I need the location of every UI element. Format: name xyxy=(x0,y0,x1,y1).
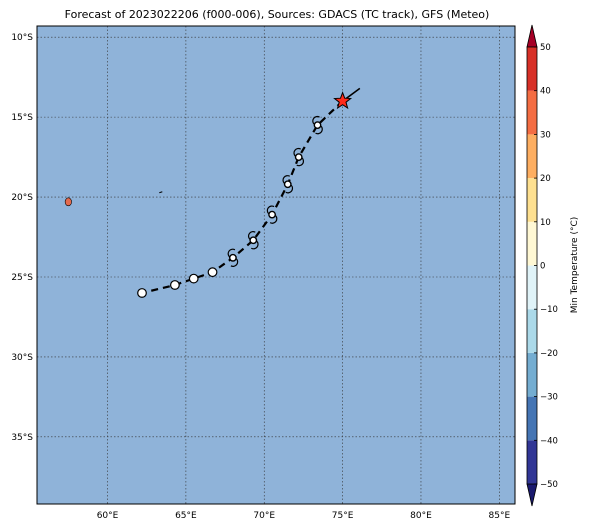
map-title: Forecast of 2023022206 (f000-006), Sourc… xyxy=(65,8,490,21)
latitude-tick-label: 10°S xyxy=(11,33,33,43)
islands-layer xyxy=(64,191,163,207)
cyclone-marker xyxy=(312,115,323,135)
latitude-tick-label: 35°S xyxy=(11,433,33,443)
ocean-background xyxy=(37,26,515,504)
colorbar-tick-label: −10 xyxy=(540,305,558,315)
map-panel: 60°E 65°E 70°E 75°E 80°E 85°E 10°S 15°S 20°S 25°S… xyxy=(11,25,516,521)
track-point-marker xyxy=(137,288,147,298)
colorbar-band xyxy=(527,90,537,135)
colorbar-band xyxy=(527,221,537,266)
colorbar-band xyxy=(527,309,537,353)
colorbar-tick-label: 20 xyxy=(540,174,551,184)
colorbar-tick-label: 0 xyxy=(540,262,545,272)
longitude-tick-label: 60°E xyxy=(97,511,119,521)
colorbar-band xyxy=(527,440,537,484)
colorbar-tick-label: 30 xyxy=(540,130,551,140)
track-forecast-line xyxy=(141,100,344,295)
track-point-marker xyxy=(170,280,180,290)
island-rodrigues xyxy=(159,191,163,194)
graticule xyxy=(37,26,515,504)
colorbar-tick-label: 10 xyxy=(540,218,551,228)
colorbar-tick-label: −30 xyxy=(540,393,558,403)
latitude-tick-label: 30°S xyxy=(11,353,33,363)
colorbar-tick-label: 50 xyxy=(540,43,551,53)
longitude-tick-label: 75°E xyxy=(332,511,354,521)
colorbar-band xyxy=(527,178,537,222)
colorbar-band xyxy=(527,396,537,441)
colorbar-under-arrow xyxy=(526,483,538,507)
track-point-marker xyxy=(207,267,218,278)
colorbar-band xyxy=(527,265,537,310)
cyclone-track xyxy=(137,87,361,298)
colorbar-tick-label: 40 xyxy=(540,87,551,97)
island-mauritius xyxy=(64,197,72,207)
cyclone-marker xyxy=(227,248,239,267)
colorbar: 50 40 30 20 10 0 −10 −20 −30 −40 −50 xyxy=(526,24,558,507)
colorbar-over-arrow xyxy=(526,24,538,48)
latitude-tick-label: 20°S xyxy=(11,193,33,203)
longitude-tick-label: 65°E xyxy=(175,511,197,521)
colorbar-tick-label: −40 xyxy=(540,436,558,446)
colorbar-label: Min Temperature (°C) xyxy=(570,217,580,314)
cyclone-marker xyxy=(282,175,294,194)
latitude-tick-label: 25°S xyxy=(11,273,33,283)
axis-labels: 60°E 65°E 70°E 75°E 80°E 85°E 10°S 15°S 20°S 25°S… xyxy=(11,33,510,521)
colorbar-band xyxy=(527,134,537,179)
longitude-tick-label: 85°E xyxy=(489,511,511,521)
latitude-tick-label: 15°S xyxy=(11,113,33,123)
colorbar-tick-label: −20 xyxy=(540,349,558,359)
longitude-tick-label: 70°E xyxy=(253,511,275,521)
colorbar-band xyxy=(527,47,537,91)
longitude-tick-label: 80°E xyxy=(410,511,432,521)
cyclone-marker xyxy=(293,147,305,167)
colorbar-tick-label: −50 xyxy=(540,480,558,490)
map-frame xyxy=(36,25,516,505)
track-point-marker xyxy=(188,273,199,284)
cyclone-marker xyxy=(266,205,278,224)
cyclone-marker xyxy=(247,231,259,250)
colorbar-band xyxy=(527,352,537,397)
current-position-star-icon xyxy=(333,91,353,110)
